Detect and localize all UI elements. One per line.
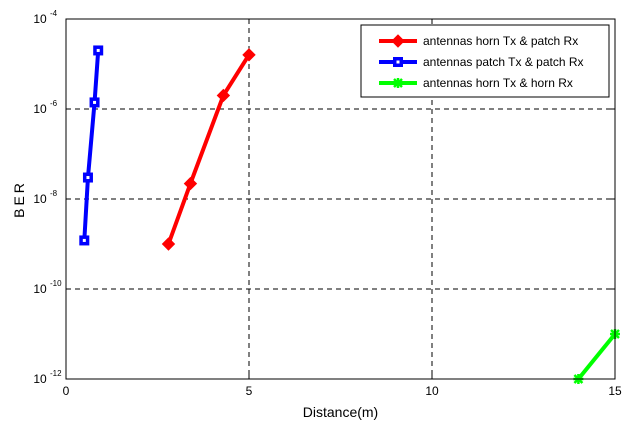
x-axis-label: Distance(m) — [303, 404, 378, 420]
legend-label: antennas patch Tx & patch Rx — [423, 55, 584, 69]
y-tick-label-base: 10 — [33, 102, 47, 116]
series-line — [82, 50, 101, 241]
series-2 — [79, 45, 104, 246]
legend-entry: antennas horn Tx & horn Rx — [379, 76, 573, 90]
x-tick-label: 15 — [608, 384, 622, 398]
square-marker-center — [396, 60, 400, 64]
legend-label: antennas horn Tx & horn Rx — [423, 76, 573, 90]
square-marker-center — [93, 100, 97, 104]
y-tick-label-exponent: -12 — [50, 369, 62, 378]
y-tick-label-exponent: -10 — [50, 279, 62, 288]
y-tick-label-base: 10 — [33, 12, 47, 26]
y-tick-label-exponent: -4 — [50, 9, 58, 18]
legend: antennas horn Tx & patch Rx antennas patc… — [360, 24, 610, 98]
series-line — [166, 53, 251, 245]
diamond-marker — [242, 48, 256, 62]
series-line — [576, 332, 617, 381]
legend-entry: antennas horn Tx & patch Rx — [379, 34, 578, 48]
y-tick-label-exponent: -8 — [50, 189, 58, 198]
y-tick-label-base: 10 — [33, 192, 47, 206]
legend-entry: antennas patch Tx & patch Rx — [379, 55, 584, 69]
grid-lines — [66, 19, 615, 379]
x-tick-label: 10 — [425, 384, 439, 398]
y-tick-label-base: 10 — [33, 372, 47, 386]
square-marker-center — [82, 238, 86, 242]
diamond-marker — [391, 34, 405, 48]
square-marker-center — [96, 48, 100, 52]
y-axis-label: BER — [11, 180, 27, 218]
y-tick-label-base: 10 — [33, 282, 47, 296]
x-tick-label: 5 — [246, 384, 253, 398]
square-marker-center — [86, 176, 90, 180]
diamond-marker — [216, 88, 231, 103]
asterisk-marker — [393, 78, 403, 88]
series-1 — [161, 48, 256, 251]
diamond-marker — [183, 176, 198, 191]
diamond-marker — [161, 237, 176, 251]
y-tick-label-exponent: -6 — [50, 99, 58, 108]
legend-label: antennas horn Tx & patch Rx — [423, 34, 578, 48]
x-tick-label: 0 — [63, 384, 70, 398]
